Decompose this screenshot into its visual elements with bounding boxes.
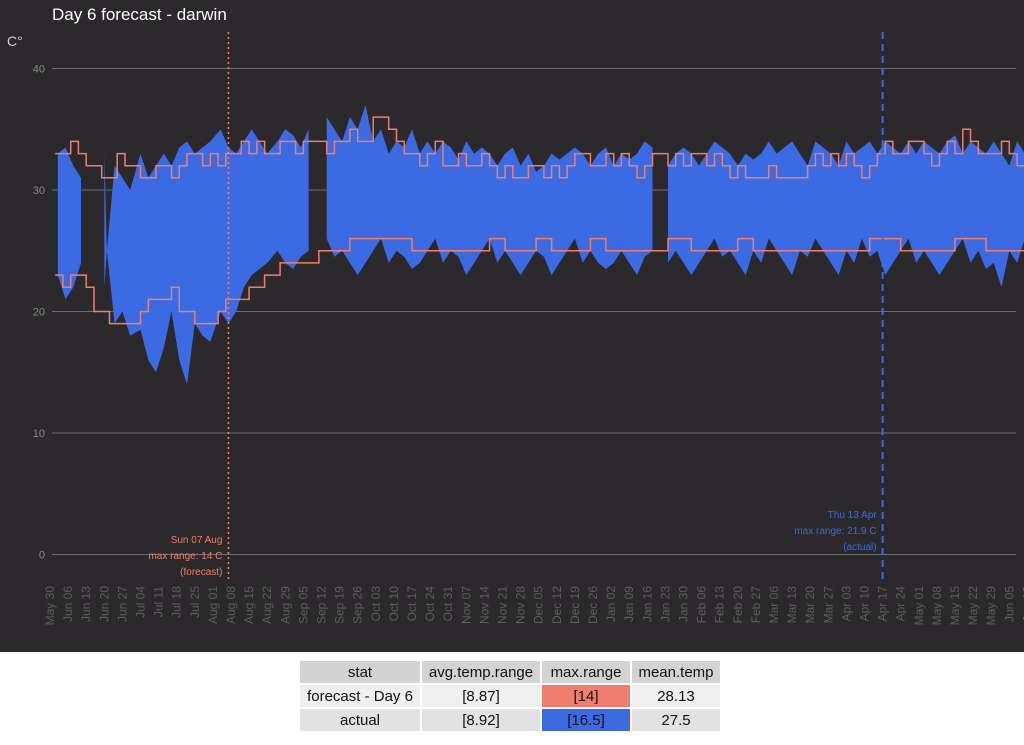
stats-cell: forecast - Day 6 (300, 685, 420, 707)
x-tick-label: Oct 24 (423, 586, 437, 622)
chart-panel: Sun 07 Aug max range: 14 C (forecast) Thu 1… (0, 0, 1024, 652)
actual-range-area (104, 129, 309, 385)
stats-cell: [8.87] (422, 685, 540, 707)
x-tick-label: Feb 06 (695, 586, 709, 624)
actual-range-area (57, 147, 81, 300)
x-tick-label: Jun 20 (97, 586, 111, 622)
x-tick-label: Sep 26 (351, 586, 365, 624)
y-tick-label: 20 (33, 307, 45, 319)
stats-cell-max-range: [14] (542, 685, 630, 707)
x-tick-label: May 29 (984, 586, 998, 626)
x-tick-label: Sep 05 (296, 586, 310, 624)
stats-row-forecast: forecast - Day 6 [8.87] [14] 28.13 (300, 685, 720, 707)
x-tick-label: Oct 03 (369, 586, 383, 622)
actual-marker-label: max range: 21.9 C (794, 526, 876, 537)
x-tick-label: Mar 20 (803, 586, 817, 624)
x-tick-label: May 08 (930, 586, 944, 626)
stats-header-cell: max.range (542, 661, 630, 683)
stats-header-cell: avg.temp.range (422, 661, 540, 683)
x-tick-label: Dec 12 (550, 586, 564, 624)
stats-cell: actual (300, 709, 420, 731)
x-tick-label: Jan 02 (604, 586, 618, 622)
forecast-max-line (55, 116, 1024, 179)
x-tick-label: Jul 11 (152, 586, 166, 617)
x-tick-label: May 01 (912, 586, 926, 626)
x-tick-label: Mar 06 (767, 586, 781, 624)
x-tick-label: Jan 30 (677, 586, 691, 622)
range-markers: Sun 07 Aug max range: 14 C (forecast) Thu 1… (148, 32, 884, 580)
x-tick-label: Feb 27 (749, 586, 763, 624)
x-tick-label: Oct 17 (405, 586, 419, 622)
stats-header-cell: mean.temp (632, 661, 720, 683)
stats-cell: [8.92] (422, 709, 540, 731)
stats-cell-max-range: [16.5] (542, 709, 630, 731)
x-tick-label: Apr 03 (839, 586, 853, 622)
x-tick-label: Aug 22 (260, 586, 274, 624)
x-tick-label: Apr 24 (894, 586, 908, 622)
y-tick-label: 10 (33, 428, 45, 440)
x-tick-label: Jun 13 (79, 586, 93, 622)
stats-cell: 27.5 (632, 709, 720, 731)
x-tick-label: Apr 17 (876, 586, 890, 622)
x-tick-label: Dec 26 (586, 586, 600, 624)
x-tick-label: Jul 04 (134, 586, 148, 618)
actual-marker-label: Thu 13 Apr (828, 510, 878, 521)
x-tick-label: Feb 20 (731, 586, 745, 624)
x-tick-label: May 15 (948, 586, 962, 626)
x-tick-label: Mar 27 (821, 586, 835, 624)
x-tick-label: May 22 (966, 586, 980, 626)
x-tick-label: May 30 (43, 586, 57, 626)
x-tick-label: Oct 31 (441, 586, 455, 622)
x-tick-label: Aug 15 (242, 586, 256, 624)
temperature-chart: Sun 07 Aug max range: 14 C (forecast) Thu 1… (7, 5, 1024, 626)
x-tick-label: Jan 09 (622, 586, 636, 622)
x-tick-label: Jul 18 (170, 586, 184, 618)
x-tick-label: Jun 12 (1020, 586, 1024, 622)
actual-marker-label: (actual) (843, 542, 876, 553)
forecast-marker-label: (forecast) (180, 567, 222, 578)
x-tick-label: Dec 05 (532, 586, 546, 624)
x-tick-label: Aug 08 (224, 586, 238, 624)
x-tick-label: Nov 07 (459, 586, 473, 624)
x-tick-label: Nov 14 (477, 586, 491, 624)
actual-range-area (668, 135, 1024, 288)
chart-title: Day 6 forecast - darwin (52, 5, 227, 24)
x-tick-label: Jan 16 (640, 586, 654, 622)
x-tick-label: Mar 13 (785, 586, 799, 624)
forecast-temperature-lines (55, 116, 1024, 325)
x-tick-label: Feb 13 (713, 586, 727, 624)
y-axis-title: C° (7, 33, 23, 49)
axis-labels: 0 10 20 30 40 May 30 Jun 06 Jun 13 Jun 20 Jun 27 J… (33, 64, 1024, 626)
stats-row-actual: actual [8.92] [16.5] 27.5 (300, 709, 720, 731)
x-tick-label: Nov 21 (496, 586, 510, 624)
x-tick-label: Jun 06 (61, 586, 75, 622)
x-tick-label: Nov 28 (514, 586, 528, 624)
x-tick-label: Jun 27 (115, 586, 129, 622)
x-tick-label: Dec 19 (568, 586, 582, 624)
x-tick-label: Oct 10 (387, 586, 401, 622)
x-tick-label: Jun 05 (1002, 586, 1016, 622)
forecast-marker-label: Sun 07 Aug (171, 535, 223, 546)
forecast-min-line (55, 237, 1024, 325)
x-tick-label: Sep 12 (315, 586, 329, 624)
forecast-marker-label: max range: 14 C (148, 551, 222, 562)
x-tick-label: Jan 23 (658, 586, 672, 622)
x-tick-label: Aug 01 (206, 586, 220, 624)
x-tick-label: Sep 19 (333, 586, 347, 624)
x-tick-label: Aug 29 (278, 586, 292, 624)
actual-temperature-band (57, 104, 1024, 385)
y-tick-label: 0 (39, 550, 45, 562)
x-tick-label: Apr 10 (858, 586, 872, 622)
stats-table: stat avg.temp.range max.range mean.temp … (298, 659, 722, 733)
actual-range-area (326, 104, 653, 276)
stats-header-cell: stat (300, 661, 420, 683)
stats-cell: 28.13 (632, 685, 720, 707)
stats-header-row: stat avg.temp.range max.range mean.temp (300, 661, 720, 683)
x-tick-label: Jul 25 (188, 586, 202, 618)
y-tick-label: 40 (33, 64, 45, 76)
y-tick-label: 30 (33, 185, 45, 197)
